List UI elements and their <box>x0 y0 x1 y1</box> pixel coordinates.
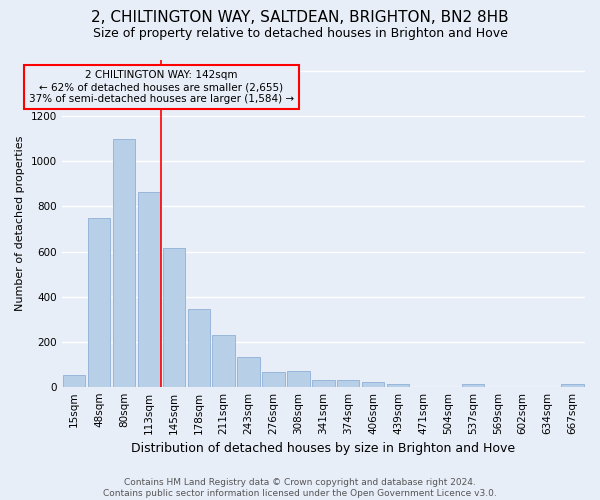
Bar <box>63 376 85 386</box>
Bar <box>163 248 185 386</box>
X-axis label: Distribution of detached houses by size in Brighton and Hove: Distribution of detached houses by size … <box>131 442 515 455</box>
Bar <box>312 380 335 386</box>
Bar <box>137 192 160 386</box>
Bar <box>88 218 110 386</box>
Text: 2, CHILTINGTON WAY, SALTDEAN, BRIGHTON, BN2 8HB: 2, CHILTINGTON WAY, SALTDEAN, BRIGHTON, … <box>91 10 509 25</box>
Bar <box>113 139 135 386</box>
Bar <box>262 372 285 386</box>
Text: Contains HM Land Registry data © Crown copyright and database right 2024.
Contai: Contains HM Land Registry data © Crown c… <box>103 478 497 498</box>
Bar <box>287 371 310 386</box>
Bar <box>387 384 409 386</box>
Text: 2 CHILTINGTON WAY: 142sqm
← 62% of detached houses are smaller (2,655)
37% of se: 2 CHILTINGTON WAY: 142sqm ← 62% of detac… <box>29 70 294 104</box>
Bar <box>238 357 260 386</box>
Text: Size of property relative to detached houses in Brighton and Hove: Size of property relative to detached ho… <box>92 28 508 40</box>
Bar <box>337 380 359 386</box>
Bar <box>362 382 385 386</box>
Bar <box>562 384 584 386</box>
Bar <box>212 336 235 386</box>
Y-axis label: Number of detached properties: Number of detached properties <box>15 136 25 311</box>
Bar <box>461 384 484 386</box>
Bar <box>188 309 210 386</box>
